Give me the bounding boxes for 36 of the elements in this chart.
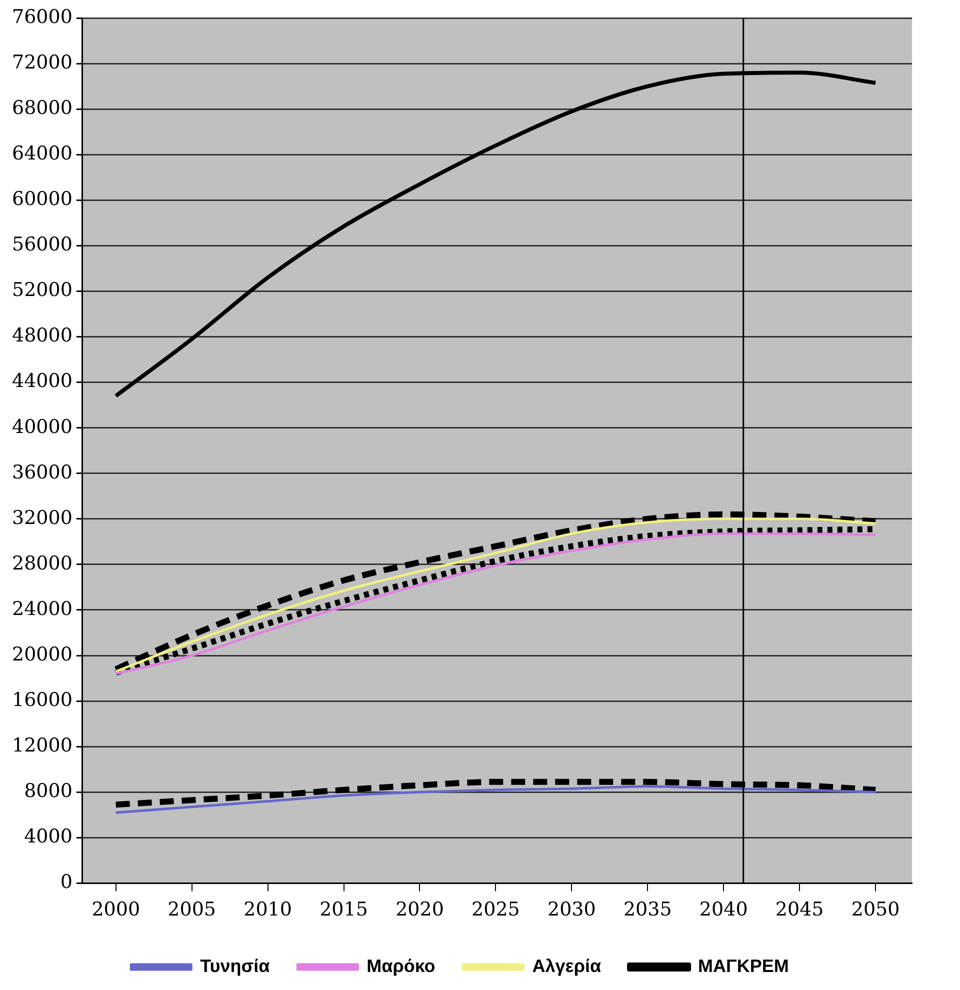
y-tick-label: 56000	[12, 234, 72, 256]
y-tick-label: 4000	[24, 826, 72, 848]
line-series	[114, 785, 877, 814]
x-tick-label: 2010	[244, 898, 292, 921]
y-tick-label: 60000	[12, 188, 72, 210]
y-tick-label: 40000	[12, 416, 72, 438]
legend-label: Τυνησία	[200, 956, 270, 976]
y-tick-label: 68000	[12, 97, 72, 120]
y-tick-label: 8000	[24, 780, 72, 802]
y-tick-label: 48000	[12, 324, 72, 347]
x-tick-label: 2035	[623, 898, 672, 921]
y-tick-label: 36000	[12, 461, 72, 484]
legend-label: Αλγερία	[532, 956, 602, 976]
x-tick-label: 2025	[472, 898, 520, 921]
legend-label: Μαρόκο	[366, 956, 436, 976]
x-tick-label: 2045	[775, 898, 824, 921]
y-tick-label: 44000	[12, 370, 72, 392]
x-tick-label: 2000	[92, 898, 140, 921]
y-tick-label: 20000	[12, 643, 72, 666]
x-tick-label: 2040	[699, 898, 748, 921]
x-tick-label: 2015	[320, 898, 368, 921]
legend-label: ΜΑΓΚΡΕΜ	[698, 956, 789, 976]
x-tick-label: 2020	[396, 898, 444, 921]
y-tick-label: 0	[60, 871, 72, 894]
y-tick-label: 52000	[12, 279, 72, 302]
x-tick-label: 2050	[851, 898, 900, 921]
y-tick-label: 32000	[12, 506, 72, 529]
y-tick-label: 64000	[12, 142, 72, 165]
x-tick-label: 2030	[547, 898, 596, 921]
y-tick-label: 16000	[12, 688, 72, 711]
y-tick-label: 28000	[12, 552, 72, 574]
x-tick-label: 2005	[168, 898, 216, 921]
y-tick-label: 72000	[12, 51, 72, 74]
y-tick-label: 76000	[12, 6, 72, 28]
y-tick-label: 24000	[12, 598, 72, 620]
y-tick-label: 12000	[12, 734, 72, 757]
